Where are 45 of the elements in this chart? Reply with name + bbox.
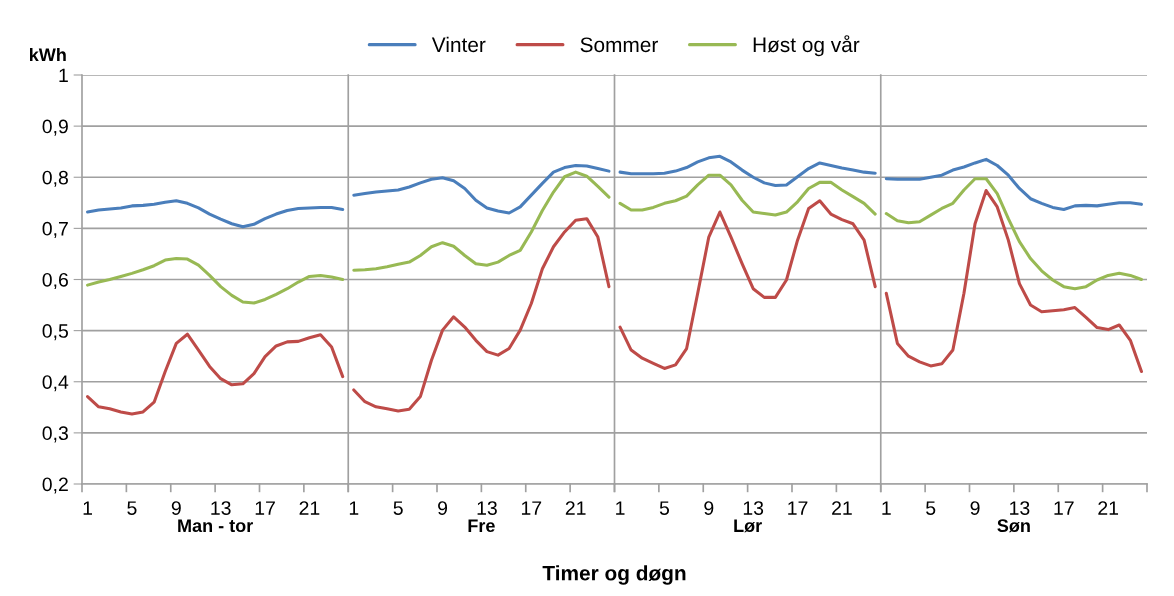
legend-label: Vinter xyxy=(431,36,486,53)
line-series xyxy=(86,332,345,416)
x-axis-title: Fre xyxy=(468,519,495,533)
y-tick-label: 1 xyxy=(59,68,68,83)
x-tick-label: 21 xyxy=(832,501,852,515)
y-tick-label: 0,2 xyxy=(42,477,68,494)
x-tick-label: 5 xyxy=(926,501,936,515)
y-axis-title: kWh xyxy=(30,47,66,62)
x-tick-label: 5 xyxy=(393,501,403,515)
x-tick-label: 5 xyxy=(127,501,137,515)
x-tick-label: 13 xyxy=(743,501,764,515)
y-tick-label: 0,3 xyxy=(42,426,68,443)
x-tick-label: 21 xyxy=(1098,501,1119,515)
y-tick-label: 0,5 xyxy=(42,324,68,341)
x-tick-label: 13 xyxy=(477,501,497,515)
x-tick-label: 13 xyxy=(211,501,231,515)
x-tick-label: 13 xyxy=(1010,501,1030,515)
x-tick-label: 21 xyxy=(299,501,320,515)
x-tick-label: 9 xyxy=(704,501,714,515)
y-tick-label: 0,8 xyxy=(42,170,68,187)
line-series xyxy=(86,257,345,305)
y-tick-label: 0,7 xyxy=(42,221,68,238)
y-tick-label: 0,4 xyxy=(42,375,69,392)
x-axis-title: Søn xyxy=(997,519,1030,533)
y-tick-label: 0,9 xyxy=(42,119,68,136)
x-tick-label: 1 xyxy=(83,501,93,515)
line-series xyxy=(86,199,345,229)
x-tick-label: 1 xyxy=(882,501,891,515)
x-tick-label: 9 xyxy=(438,501,448,515)
x-tick-label: 9 xyxy=(171,501,181,515)
x-tick-label: 1 xyxy=(349,501,359,515)
x-tick-label: 5 xyxy=(659,501,670,515)
y-tick-label: 0,6 xyxy=(42,272,68,290)
text: Timer og døgn xyxy=(542,565,686,585)
x-tick-label: 1 xyxy=(616,501,625,515)
x-tick-label: 17 xyxy=(255,501,275,515)
legend-label: Sommer xyxy=(580,37,658,53)
x-tick-label: 21 xyxy=(565,501,586,515)
x-axis-title: Lør xyxy=(734,519,762,533)
x-tick-label: 17 xyxy=(521,501,542,515)
legend-label: Høst og vår xyxy=(753,35,860,57)
x-tick-label: 17 xyxy=(1054,501,1074,515)
x-tick-label: 9 xyxy=(970,501,980,515)
x-tick-label: 17 xyxy=(788,501,808,515)
x-axis-title: Man - tor xyxy=(178,519,253,533)
